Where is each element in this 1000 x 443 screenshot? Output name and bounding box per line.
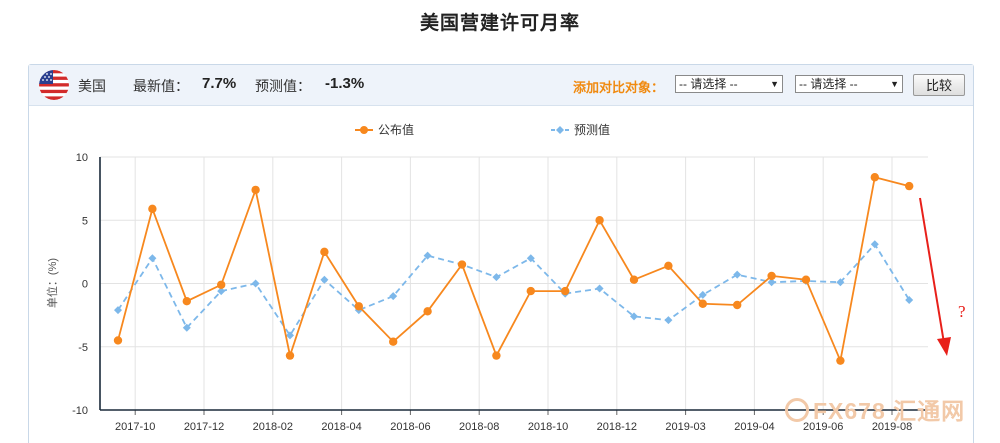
forecast-point	[595, 284, 604, 293]
published-point	[801, 275, 811, 284]
x-tick-label: 2018-10	[528, 421, 568, 433]
chart-panel: 美国 最新值： 7.7% 预测值： -1.3% 添加对比对象： -- 请选择 -…	[28, 64, 974, 443]
published-point	[629, 275, 639, 284]
published-point	[492, 351, 501, 360]
published-point	[217, 280, 226, 289]
published-point	[251, 185, 260, 195]
forecast-point	[905, 295, 914, 304]
forecast-point	[767, 278, 776, 287]
latest-value: 7.7%	[202, 75, 237, 92]
published-point	[905, 181, 914, 191]
forecast-point	[217, 287, 226, 296]
forecast-point	[836, 278, 845, 287]
published-point	[698, 299, 707, 308]
forecast-point	[664, 316, 673, 325]
published-point	[836, 356, 845, 365]
x-tick-label: 2019-06	[803, 421, 843, 433]
x-tick-label: 2018-02	[253, 421, 293, 433]
forecast-point	[526, 254, 535, 263]
forecast-point	[698, 290, 707, 299]
x-tick-label: 2018-08	[459, 421, 499, 433]
published-point	[870, 173, 879, 182]
dropdown-arrow-icon: ▼	[890, 79, 899, 89]
forecast-point	[630, 312, 638, 321]
published-point	[423, 307, 432, 316]
compare-button[interactable]: 比较	[913, 74, 965, 96]
forecast-point	[148, 254, 157, 263]
forecast-label: 预测值：	[255, 78, 311, 94]
y-tick-label: 0	[82, 279, 88, 291]
legend-forecast-label: 预测值	[574, 122, 610, 137]
published-point	[457, 260, 467, 269]
forecast-point	[733, 270, 742, 279]
legend-published-marker	[360, 126, 368, 134]
dropdown-arrow-icon: ▼	[770, 79, 779, 89]
published-point	[664, 261, 673, 270]
forecast-point	[423, 251, 432, 260]
compare-select-1-value: -- 请选择 --	[679, 77, 738, 91]
watermark-logo-icon	[785, 398, 809, 422]
published-point	[182, 297, 191, 306]
annotation-arrowhead-icon	[937, 337, 951, 356]
country-name: 美国	[78, 78, 106, 94]
forecast-point	[286, 331, 294, 340]
watermark-text: FX678 汇通网	[813, 398, 966, 424]
x-tick-label: 2018-12	[597, 421, 637, 433]
y-tick-label: -5	[78, 342, 88, 354]
compare-label: 添加对比对象：	[573, 80, 665, 95]
legend-published-label: 公布值	[378, 122, 414, 137]
published-point	[733, 300, 742, 310]
published-point	[595, 216, 604, 225]
series-line-forecast	[117, 242, 910, 338]
x-tick-label: 2019-04	[734, 421, 774, 433]
x-tick-label: 2019-08	[872, 421, 912, 433]
x-tick-label: 2017-10	[115, 421, 155, 433]
compare-select-2-value: -- 请选择 --	[799, 77, 858, 91]
published-point	[389, 337, 398, 346]
forecast-point	[251, 279, 260, 288]
y-tick-label: 5	[82, 215, 88, 227]
compare-select-1[interactable]: -- 请选择 -- ▼	[675, 75, 783, 93]
y-axis-label: 单位：(%)	[45, 258, 59, 308]
x-tick-label: 2018-06	[390, 421, 430, 433]
published-point	[148, 204, 157, 214]
forecast-point	[114, 306, 122, 315]
panel-header: 美国 最新值： 7.7% 预测值： -1.3% 添加对比对象： -- 请选择 -…	[29, 65, 973, 106]
series-line-published	[117, 176, 910, 364]
watermark: FX678 汇通网	[785, 392, 965, 426]
published-point	[526, 286, 535, 296]
legend-forecast-marker	[556, 126, 564, 134]
page-title: 美国营建许可月率	[419, 13, 580, 34]
published-point	[320, 247, 329, 257]
forecast-point	[389, 292, 398, 301]
x-tick-label: 2019-03	[665, 421, 705, 433]
annotation-question-mark: ?	[958, 302, 966, 321]
published-point	[561, 286, 570, 296]
us-flag-icon	[39, 70, 69, 100]
forecast-point	[320, 275, 329, 284]
forecast-point	[182, 323, 191, 332]
x-tick-label: 2018-04	[321, 421, 361, 433]
published-point	[354, 302, 363, 311]
y-tick-label: -10	[72, 405, 88, 417]
forecast-point	[492, 273, 501, 282]
x-tick-label: 2017-12	[184, 421, 224, 433]
forecast-point	[870, 240, 879, 249]
annotation-arrow-icon	[919, 197, 945, 344]
forecast-value: -1.3%	[325, 75, 365, 92]
compare-select-2[interactable]: -- 请选择 -- ▼	[795, 75, 903, 93]
latest-label: 最新值：	[133, 78, 189, 94]
y-tick-label: 10	[76, 152, 88, 164]
published-point	[285, 351, 295, 360]
published-point	[113, 336, 123, 345]
published-point	[767, 271, 776, 281]
